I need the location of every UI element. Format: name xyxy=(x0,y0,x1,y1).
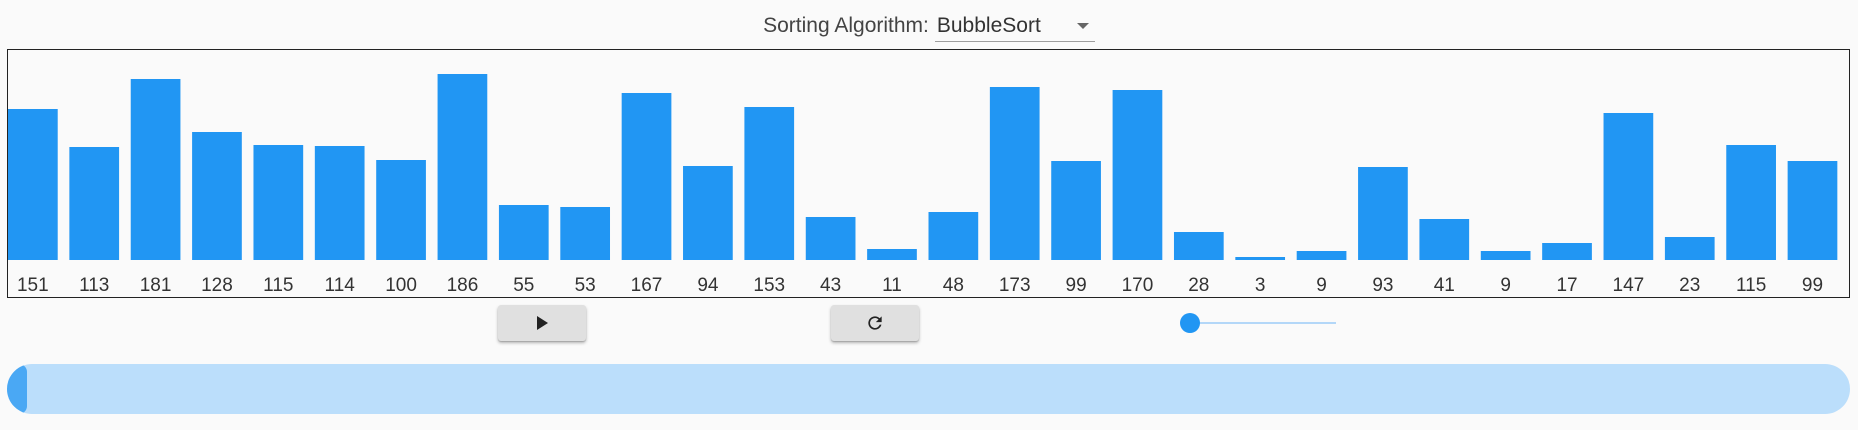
algorithm-select[interactable]: BubbleSort xyxy=(934,10,1095,42)
chart-bar-label: 186 xyxy=(447,275,479,296)
chart-bar xyxy=(1051,161,1101,260)
chart-bar xyxy=(1358,167,1408,260)
chart-bar xyxy=(498,205,549,260)
progress-slider[interactable] xyxy=(7,364,1850,414)
chart-bar-label: 170 xyxy=(1122,275,1154,296)
chart-bar xyxy=(192,132,242,260)
reset-button[interactable] xyxy=(831,305,919,341)
chart-bar-label: 48 xyxy=(943,275,964,296)
chart-bar-label: 115 xyxy=(263,275,293,296)
progress-slider-thumb[interactable] xyxy=(7,364,27,414)
chart-bar-label: 55 xyxy=(513,275,534,296)
speed-slider-thumb[interactable] xyxy=(1180,313,1200,333)
chart-bar xyxy=(376,160,426,260)
chart-bar xyxy=(867,249,917,260)
chart-bar xyxy=(314,146,365,260)
chart-bar-label: 11 xyxy=(882,275,902,296)
chart-bar-label: 151 xyxy=(17,275,49,296)
chart-bar xyxy=(621,93,672,260)
chart-bar-label: 94 xyxy=(697,275,719,296)
algorithm-select-value: BubbleSort xyxy=(936,13,1041,37)
chart-bar-label: 9 xyxy=(1316,275,1327,296)
chart-bar xyxy=(1112,90,1163,260)
chart-bar-label: 153 xyxy=(753,275,785,296)
chart-bar-label: 100 xyxy=(385,275,417,296)
chart-bar xyxy=(1664,237,1715,260)
chart-bar xyxy=(1296,251,1347,260)
chart-bar xyxy=(1480,251,1531,260)
chart-bar-label: 3 xyxy=(1255,275,1266,296)
chart-bar xyxy=(1787,161,1838,260)
chart-bar xyxy=(69,147,120,260)
chart-bar xyxy=(805,217,856,260)
chart-bar-label: 17 xyxy=(1556,275,1577,296)
play-icon xyxy=(536,316,548,330)
chart-bar-label: 128 xyxy=(201,275,233,296)
chart-bar xyxy=(989,87,1040,260)
chart-bar xyxy=(744,107,795,260)
bar-chart: 151 113 181 128 115 114 100 186 55 53 167 94 153 43 11… xyxy=(7,49,1850,298)
chart-bar xyxy=(130,79,181,260)
algorithm-selector-bar: Sorting Algorithm: BubbleSort xyxy=(0,10,1858,42)
chart-bar xyxy=(1235,257,1286,260)
chart-bar-label: 53 xyxy=(575,275,596,296)
chart-bar-label: 99 xyxy=(1802,275,1823,296)
chart-bar xyxy=(253,145,304,260)
chart-bar-label: 23 xyxy=(1679,275,1700,296)
chart-bar xyxy=(1419,219,1470,260)
chart-bar-label: 99 xyxy=(1066,275,1087,296)
chart-bar-label: 115 xyxy=(1736,275,1766,296)
chart-bar xyxy=(1726,145,1776,260)
chart-bar xyxy=(1173,232,1224,260)
chart-bar xyxy=(683,166,733,260)
chart-bar-label: 173 xyxy=(999,275,1031,296)
chart-bar-label: 114 xyxy=(325,275,356,296)
speed-slider-track[interactable] xyxy=(1190,322,1336,324)
chart-bar xyxy=(928,212,979,260)
chart-bar-label: 181 xyxy=(140,275,172,296)
chart-bar xyxy=(560,207,611,260)
chart-bar-label: 167 xyxy=(631,275,663,296)
chart-bar-label: 28 xyxy=(1188,275,1209,296)
chart-bar xyxy=(8,109,58,260)
chart-bar-label: 9 xyxy=(1500,275,1511,296)
chart-bar xyxy=(1603,113,1654,260)
speed-slider[interactable] xyxy=(1180,312,1336,334)
chart-bar-label: 93 xyxy=(1372,275,1393,296)
chart-bar xyxy=(1542,243,1592,260)
chart-bar-label: 147 xyxy=(1613,275,1645,296)
bar-chart-svg: 151 113 181 128 115 114 100 186 55 53 167 94 153 43 11… xyxy=(8,74,1838,296)
chart-bar xyxy=(437,74,488,260)
reset-icon xyxy=(868,316,882,330)
chart-bar-label: 41 xyxy=(1434,275,1455,296)
algorithm-label: Sorting Algorithm: xyxy=(763,14,929,37)
chart-bar-label: 43 xyxy=(820,275,841,296)
chart-bar-label: 113 xyxy=(79,275,109,296)
play-button[interactable] xyxy=(498,305,586,341)
dropdown-arrow-icon xyxy=(1076,22,1089,29)
